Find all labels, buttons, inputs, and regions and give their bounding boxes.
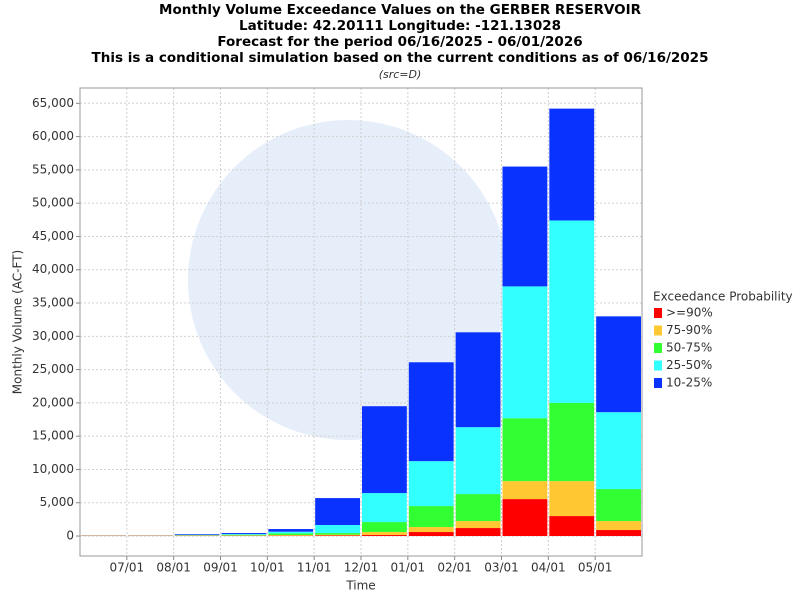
bar-segment [455,528,501,537]
bar-segment [455,521,501,529]
y-tick-label: 60,000 [32,129,74,143]
bar-segment [221,533,267,535]
y-tick-label: 45,000 [32,229,74,243]
bar-segment [502,499,548,537]
y-tick-label: 10,000 [32,462,74,476]
bar-segment [549,516,595,537]
y-tick-label: 0 [66,529,74,543]
x-tick-label: 10/01 [250,561,285,575]
bar-segment [408,532,454,537]
bar-segment [315,534,360,536]
x-tick-label: 08/01 [156,561,191,575]
bar-segment [362,406,407,494]
bar-segment [174,534,220,535]
bar-segment [362,532,407,536]
legend-swatch [654,343,662,353]
y-tick-label: 5,000 [40,495,74,509]
bar-segment [408,506,454,528]
y-tick-label: 20,000 [32,395,74,409]
y-axis-label: Monthly Volume (AC-FT) [11,250,25,394]
bar-segment [408,461,454,507]
bar-segment [596,489,641,522]
x-axis-label: Time [345,579,375,593]
bar-segment [596,521,641,531]
legend-swatch [654,360,662,371]
x-tick-label: 09/01 [203,561,238,575]
y-tick-label: 50,000 [32,196,74,210]
bar-segment [596,316,641,413]
x-tick-label: 01/01 [391,561,426,575]
bar-segment [221,534,267,536]
legend-label: 10-25% [666,376,712,390]
plot-border [79,87,643,557]
legend-label: 50-75% [666,341,712,355]
bar-segment [268,529,314,532]
bar-segment [315,525,360,534]
bar-segment [408,362,454,462]
legend-swatch [654,325,662,336]
bar-segment [502,418,548,482]
bar-segment [596,530,641,537]
x-tick-label: 03/01 [484,561,519,575]
bar-segment [221,534,267,535]
bar-segment [362,522,407,533]
y-tick-label: 15,000 [32,429,74,443]
watermark [188,120,508,440]
x-tick-label: 02/01 [437,561,472,575]
bar-segment [596,412,641,490]
title-line: Latitude: 42.20111 Longitude: -121.13028 [239,18,561,34]
bar-segment [408,527,454,533]
bar-segment [549,481,595,517]
x-tick-label: 05/01 [578,561,613,575]
x-tick-label: 12/01 [344,561,379,575]
legend-label: >=90% [666,306,713,320]
bar-segment [315,533,360,535]
title-line: This is a conditional simulation based o… [92,50,709,66]
bar-segment [502,286,548,419]
bar-segment [315,535,360,537]
bar-segment [362,493,407,523]
y-tick-label: 65,000 [32,96,74,110]
y-tick-label: 30,000 [32,329,74,343]
bar-segment [268,535,314,536]
legend-label: 25-50% [666,358,712,372]
bar-segment [268,533,314,536]
y-tick-label: 55,000 [32,162,74,176]
subtitle: (src=D) [379,68,422,81]
bar-segment [315,498,360,526]
bar-segment [502,166,548,287]
legend-label: 75-90% [666,323,712,337]
title-line: Monthly Volume Exceedance Values on the … [159,2,642,18]
bar-segment [455,427,501,495]
y-tick-label: 25,000 [32,362,74,376]
x-tick-label: 11/01 [297,561,332,575]
bar-segment [549,402,595,482]
legend-swatch [654,308,662,318]
legend-swatch [654,378,662,388]
bar-segment [502,481,548,500]
y-tick-label: 35,000 [32,296,74,310]
bar-segment [362,535,407,537]
title-line: Forecast for the period 06/16/2025 - 06/… [217,34,582,50]
x-tick-label: 04/01 [531,561,566,575]
bar-segment [455,494,501,522]
x-tick-label: 07/01 [110,561,145,575]
bar-segment [549,108,595,221]
bar-segment [549,220,595,403]
bar-segment [455,332,501,428]
y-tick-label: 40,000 [32,262,74,276]
bar-segment [268,531,314,534]
legend-title: Exceedance Probability [653,290,793,304]
